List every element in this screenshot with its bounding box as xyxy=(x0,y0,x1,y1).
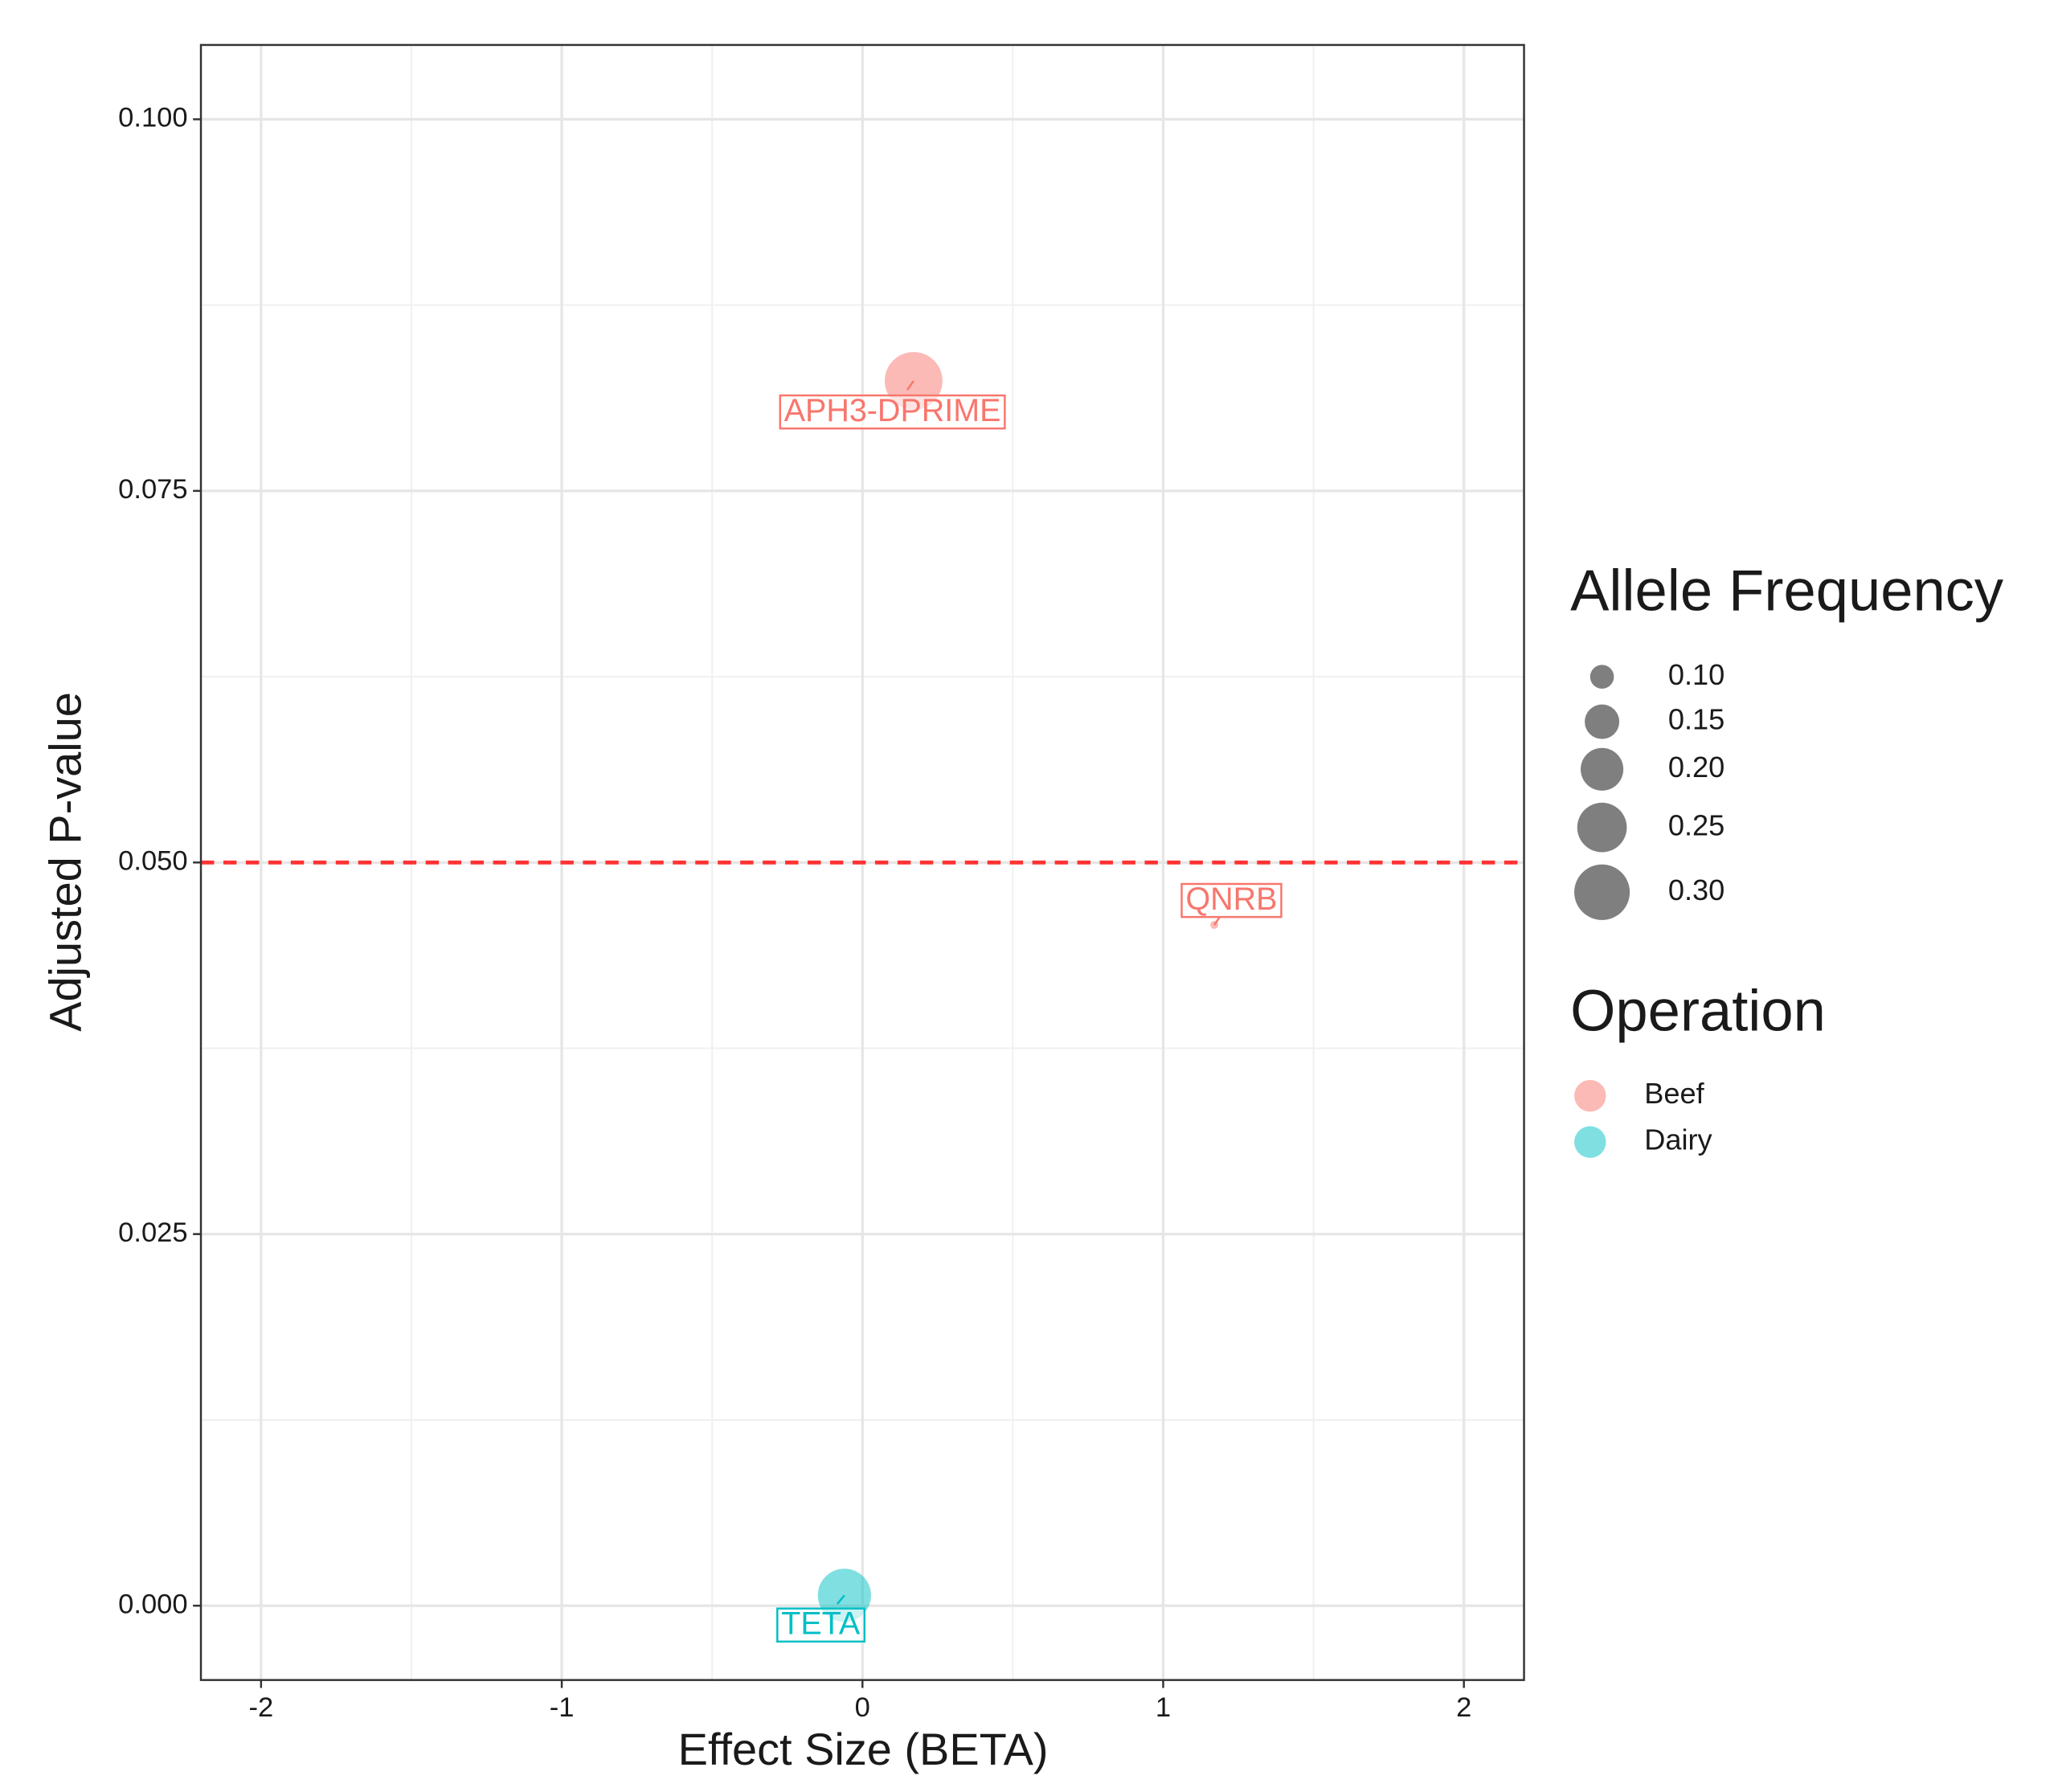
size-legend-key xyxy=(1574,864,1630,920)
point-label: QNRB xyxy=(1180,882,1283,919)
size-legend-title: Allele Frequency xyxy=(1570,558,2004,623)
x-tick-label: 1 xyxy=(1156,1692,1171,1723)
label-segment xyxy=(906,380,914,391)
y-tick-label: 0.050 xyxy=(118,845,187,876)
label-segment xyxy=(1213,916,1221,926)
label-text: APH3-DPRIME xyxy=(784,393,1001,428)
x-tick-label: 0 xyxy=(855,1692,870,1723)
size-legend-label: 0.10 xyxy=(1668,658,1724,691)
label-box xyxy=(1180,882,1283,919)
label-box xyxy=(776,1607,866,1643)
x-axis-title: Effect Size (BETA) xyxy=(678,1724,1049,1774)
x-tick-label: -1 xyxy=(550,1692,575,1723)
x-tick-label: 2 xyxy=(1456,1692,1471,1723)
y-tick-label: 0.000 xyxy=(118,1589,187,1619)
size-legend-key xyxy=(1581,747,1624,791)
size-legend-key xyxy=(1577,802,1627,853)
x-tick-label: -2 xyxy=(249,1692,274,1723)
y-tick-label: 0.075 xyxy=(118,474,187,505)
size-legend-label: 0.25 xyxy=(1668,808,1724,841)
point-label: TETA xyxy=(776,1606,866,1643)
panel-border xyxy=(199,43,1525,1681)
size-legend-label: 0.30 xyxy=(1668,873,1724,906)
label-box xyxy=(779,394,1006,430)
label-text: QNRB xyxy=(1185,882,1277,917)
y-axis-title: Adjusted P-value xyxy=(39,692,90,1032)
label-text: TETA xyxy=(781,1606,861,1641)
point-label: APH3-DPRIME xyxy=(779,393,1006,430)
size-legend-label: 0.20 xyxy=(1668,751,1724,783)
color-legend-key xyxy=(1574,1126,1606,1158)
label-segment xyxy=(836,1594,845,1605)
size-legend-key xyxy=(1589,665,1614,689)
size-legend-label: 0.15 xyxy=(1668,703,1724,736)
color-legend-key xyxy=(1574,1079,1606,1112)
y-tick-label: 0.025 xyxy=(118,1217,187,1248)
y-tick-label: 0.100 xyxy=(118,103,187,133)
color-legend-label: Dairy xyxy=(1644,1123,1712,1156)
color-legend-label: Beef xyxy=(1644,1077,1704,1110)
size-legend-key xyxy=(1585,704,1620,739)
color-legend-title: Operation xyxy=(1570,978,1826,1043)
